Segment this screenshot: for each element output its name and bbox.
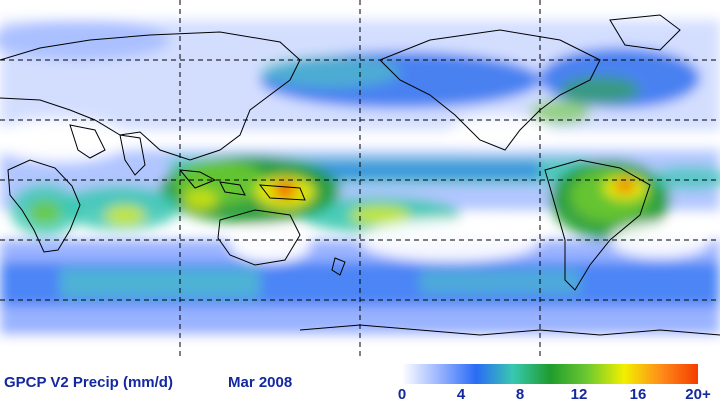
colorbar-tick-8: 8 <box>515 386 525 403</box>
colorbar-tick-20plus: 20+ <box>685 386 711 403</box>
period-label: Mar 2008 <box>228 374 293 391</box>
precipitation-map <box>0 0 720 360</box>
colorbar-tick-4: 4 <box>456 386 466 403</box>
graticule <box>0 0 720 360</box>
colorbar-tick-16: 16 <box>629 386 647 403</box>
colorbar-tick-0: 0 <box>397 386 407 403</box>
colorbar-gradient <box>402 364 698 384</box>
map-canvas <box>0 0 720 360</box>
product-title: GPCP V2 Precip (mm/d) <box>4 374 173 391</box>
colorbar <box>402 364 698 384</box>
colorbar-tick-12: 12 <box>570 386 588 403</box>
colorbar-fill <box>402 364 698 384</box>
